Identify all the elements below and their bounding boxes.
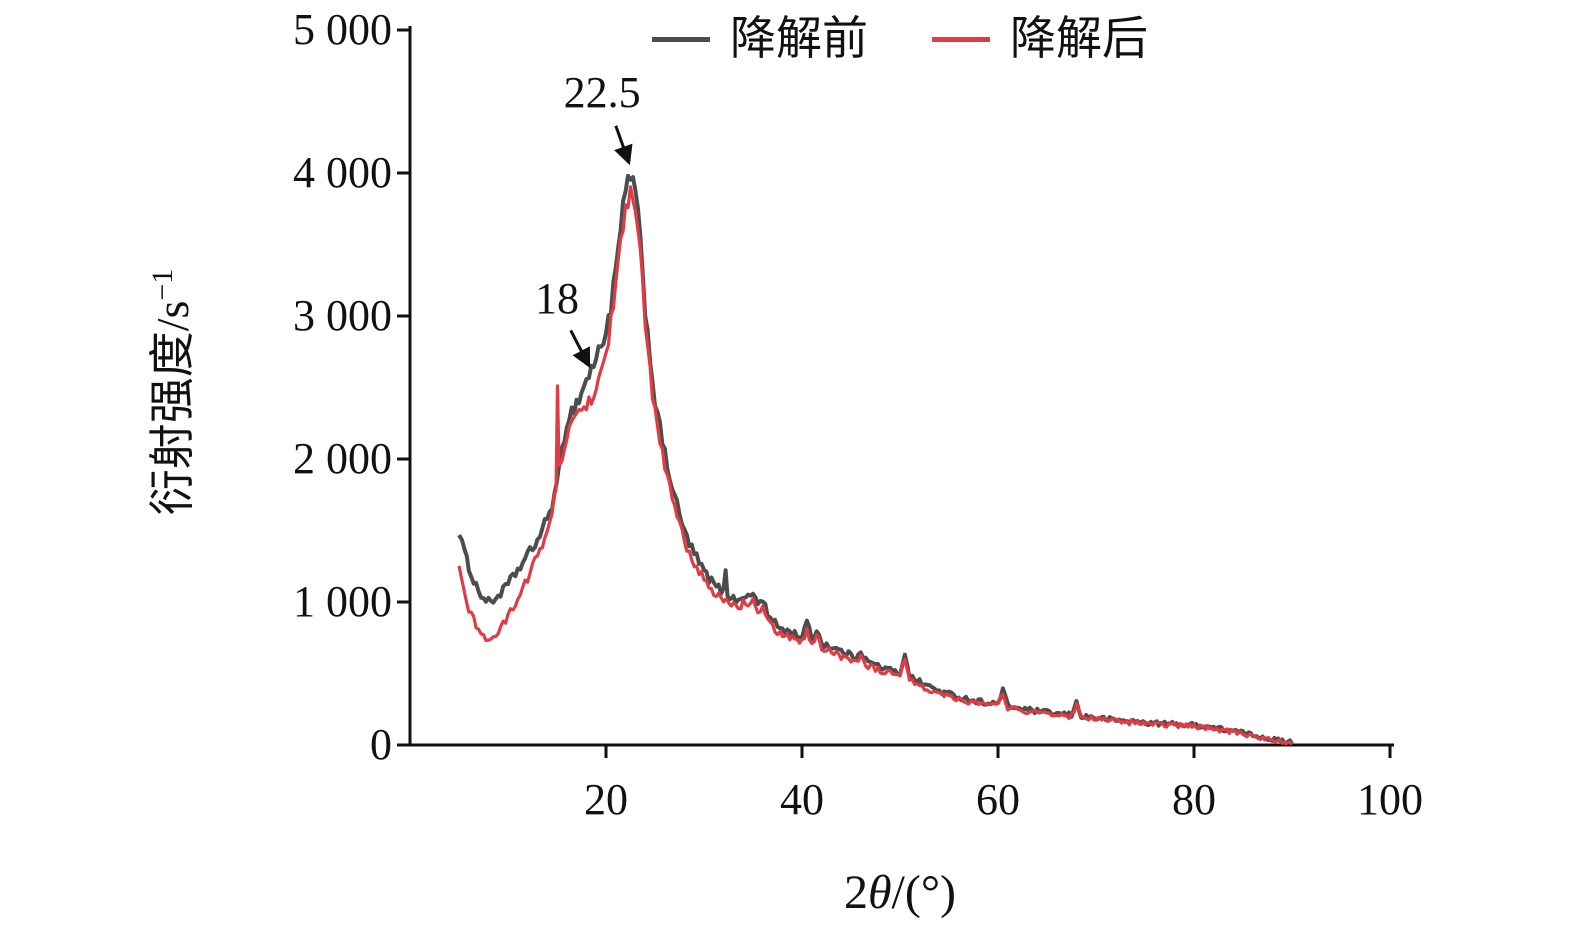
y-axis-title: 衍射强度/s−1 — [145, 268, 199, 516]
legend-label-after: 降解后 — [1010, 13, 1148, 64]
legend-line-swatch-before — [652, 36, 710, 42]
annotation-arrow-22.5 — [614, 125, 633, 166]
series-line-after-degradation — [457, 185, 1294, 746]
legend-line-swatch-after — [932, 36, 990, 42]
legend-item-before-degradation: 降解前 — [652, 16, 868, 62]
y-axis-title-text: 衍射强度/s — [147, 300, 199, 516]
annotation-arrow-18 — [569, 329, 591, 369]
y-axis-title-sup: −1 — [145, 268, 179, 301]
legend-label-before: 降解前 — [730, 13, 868, 64]
x-axis-title-post: /(°) — [891, 866, 957, 919]
x-axis-title-pre: 2 — [843, 866, 868, 919]
series-line-before-degradation — [457, 173, 1294, 746]
x-axis-title-theta: θ — [867, 866, 892, 919]
legend: 降解前 降解后 — [652, 16, 1148, 62]
x-axis-title: 2θ/(°) — [844, 869, 956, 917]
legend-item-after-degradation: 降解后 — [932, 16, 1148, 62]
